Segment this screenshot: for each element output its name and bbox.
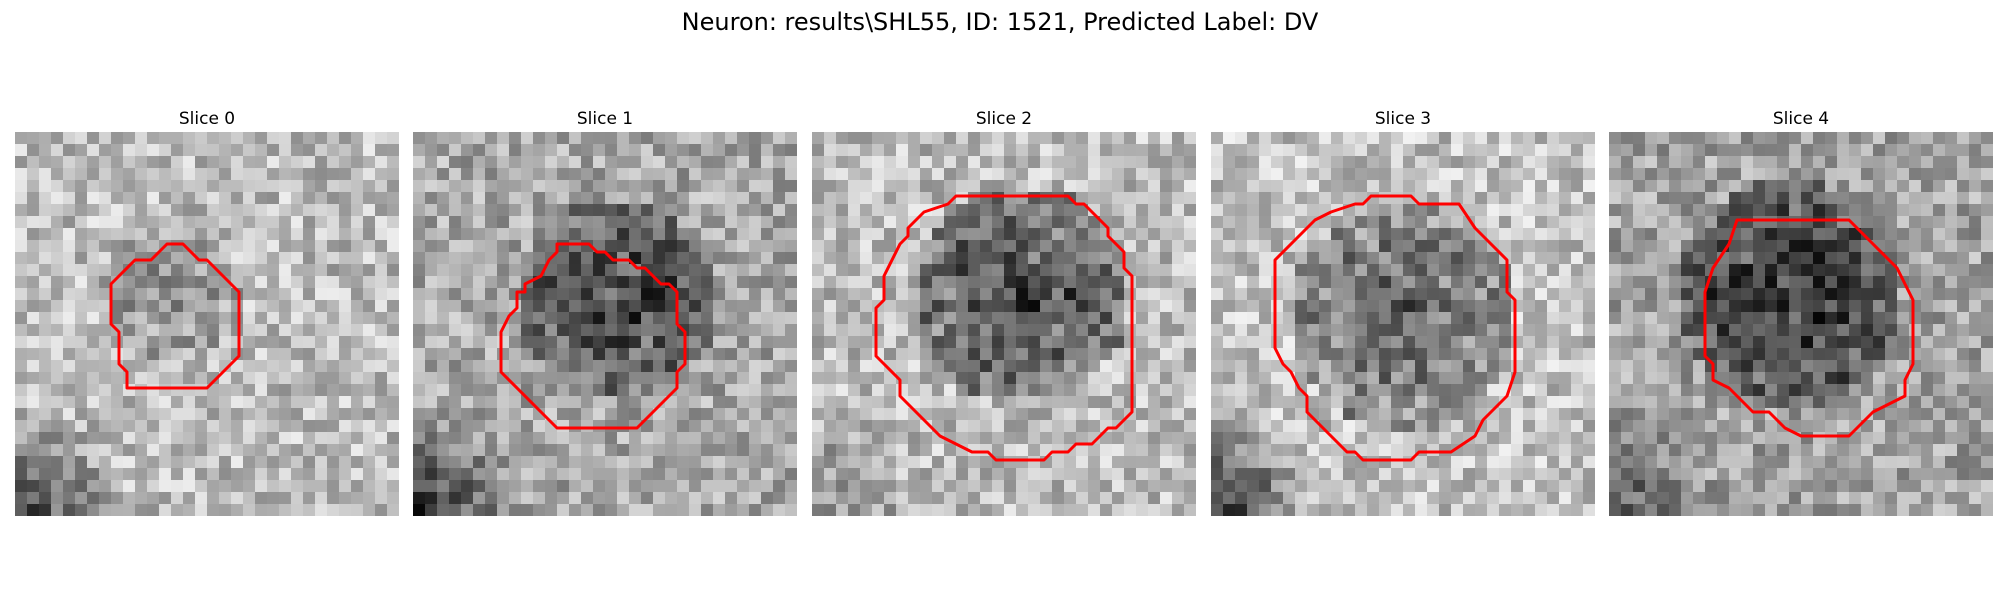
slice-panel-0: Slice 0 bbox=[15, 108, 399, 516]
roi-contour-3 bbox=[1273, 194, 1517, 462]
slice-image-4 bbox=[1609, 132, 1993, 516]
slice-title-1: Slice 1 bbox=[576, 109, 634, 129]
slice-image-1 bbox=[413, 132, 797, 516]
figure-title: Neuron: results\SHL55, ID: 1521, Predict… bbox=[681, 8, 1319, 36]
slice-panel-4: Slice 4 bbox=[1609, 108, 1993, 516]
slice-title-2: Slice 2 bbox=[975, 109, 1033, 129]
slice-panel-2: Slice 2 bbox=[812, 108, 1196, 516]
slice-image-3 bbox=[1211, 132, 1595, 516]
slice-image-0 bbox=[15, 132, 399, 516]
slice-title-0: Slice 0 bbox=[178, 109, 236, 129]
slice-title-4: Slice 4 bbox=[1772, 109, 1830, 129]
roi-contour-4 bbox=[1703, 218, 1915, 438]
roi-contour-1 bbox=[499, 242, 687, 430]
slice-panel-3: Slice 3 bbox=[1211, 108, 1595, 516]
roi-contour-0 bbox=[109, 242, 241, 390]
roi-contour-2 bbox=[874, 194, 1134, 462]
slice-panel-1: Slice 1 bbox=[413, 108, 797, 516]
slice-title-3: Slice 3 bbox=[1374, 109, 1432, 129]
slice-image-2 bbox=[812, 132, 1196, 516]
